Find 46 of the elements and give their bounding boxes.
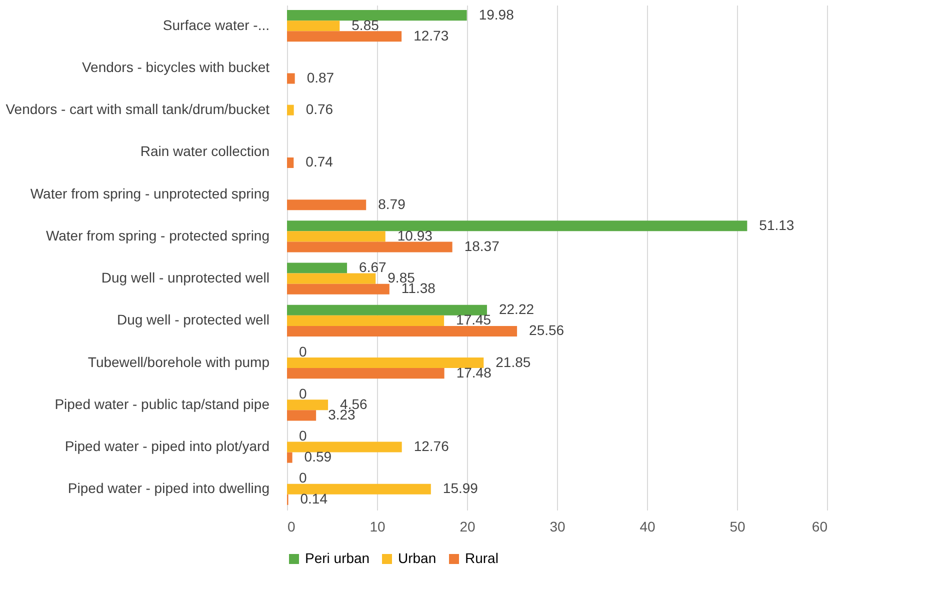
data-label: 0.74 bbox=[306, 154, 334, 170]
data-label: 10.93 bbox=[397, 227, 433, 244]
data-label: 21.85 bbox=[496, 354, 531, 370]
x-tick-label: 0 bbox=[288, 518, 296, 534]
data-label: 12.76 bbox=[414, 438, 450, 454]
y-tick-label: Tubewell/borehole with pump bbox=[88, 354, 270, 370]
data-label: 0.14 bbox=[300, 490, 328, 507]
x-tick-label: 50 bbox=[730, 518, 746, 534]
data-label: 17.45 bbox=[456, 312, 492, 328]
data-label: 0.59 bbox=[304, 448, 332, 465]
data-label: 0.87 bbox=[306, 69, 334, 86]
y-tick-label: Water from spring - protected spring bbox=[46, 227, 270, 244]
y-tick-label: Rain water collection bbox=[140, 143, 270, 160]
data-label: 0 bbox=[299, 385, 307, 402]
data-label: 5.85 bbox=[352, 16, 380, 33]
y-tick-label: Dug well - unprotected well bbox=[101, 270, 270, 286]
data-label: 0 bbox=[299, 343, 307, 360]
legend-label: Rural bbox=[465, 550, 498, 566]
x-tick-label: 40 bbox=[640, 518, 656, 534]
legend-label: Urban bbox=[398, 550, 436, 566]
data-label: 8.79 bbox=[378, 196, 406, 212]
data-label: 17.48 bbox=[456, 364, 492, 380]
y-tick-label: Piped water - piped into dwelling bbox=[68, 480, 270, 496]
y-tick-label: Water from spring - unprotected spring bbox=[30, 185, 270, 202]
x-tick-label: 60 bbox=[812, 518, 828, 534]
data-label: 0.76 bbox=[306, 101, 334, 118]
x-tick-label: 10 bbox=[370, 518, 386, 534]
y-tick-label: Vendors - cart with small tank/drum/bucket bbox=[6, 101, 270, 118]
legend-label: Peri urban bbox=[305, 550, 370, 566]
y-tick-label: Piped water - public tap/stand pipe bbox=[54, 396, 270, 412]
x-tick-label: 20 bbox=[460, 518, 476, 534]
data-label: 51.13 bbox=[759, 216, 794, 233]
y-tick-label: Surface water -... bbox=[162, 16, 270, 33]
data-label: 0 bbox=[299, 470, 307, 486]
y-tick-label: Vendors - bicycles with bucket bbox=[82, 58, 270, 75]
x-tick-label: 30 bbox=[550, 518, 566, 534]
data-label: 18.37 bbox=[464, 238, 500, 254]
data-label: 12.73 bbox=[414, 27, 449, 44]
y-tick-label: Piped water - piped into plot/yard bbox=[64, 438, 270, 454]
data-label: 0 bbox=[299, 428, 307, 444]
data-label: 6.67 bbox=[359, 259, 386, 276]
data-label: 22.22 bbox=[498, 301, 534, 318]
data-label: 25.56 bbox=[529, 322, 564, 338]
y-tick-label: Dug well - protected well bbox=[116, 312, 270, 328]
data-label: 19.98 bbox=[478, 6, 514, 22]
data-label: 15.99 bbox=[442, 480, 478, 496]
